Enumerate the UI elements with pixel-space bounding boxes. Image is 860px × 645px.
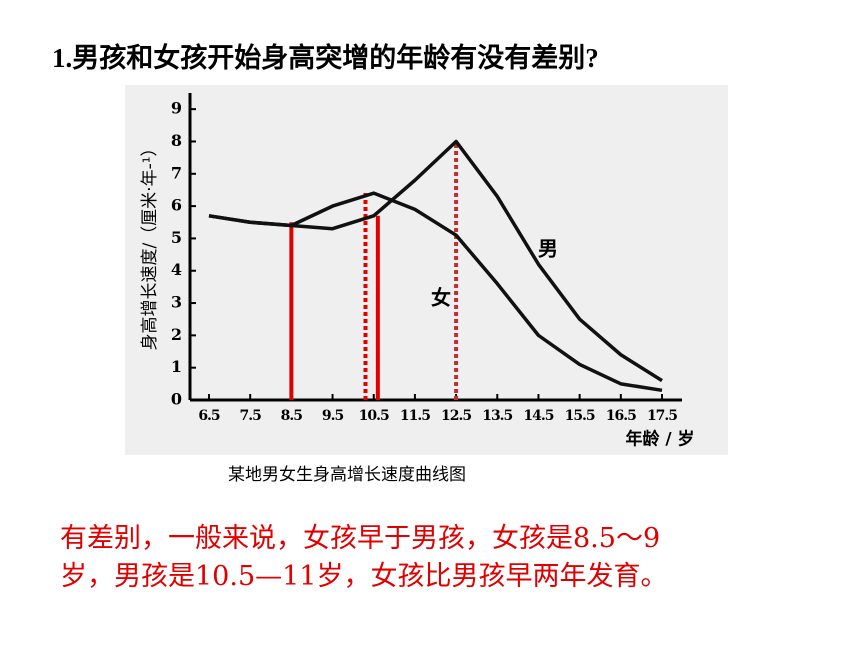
x-tick-label: 14.5: [523, 408, 553, 424]
x-tick-label: 8.5: [281, 408, 303, 424]
chart-background: [125, 85, 728, 455]
x-tick-label: 16.5: [606, 408, 636, 424]
chart-caption: 某地男女生身高增长速度曲线图: [228, 465, 466, 485]
y-tick-label: 8: [171, 131, 182, 150]
y-tick-label: 5: [171, 228, 182, 247]
series-label: 男: [538, 237, 558, 261]
y-tick-label: 7: [171, 163, 182, 182]
x-tick-label: 15.5: [565, 408, 595, 424]
y-tick-label: 0: [171, 390, 182, 409]
answer-line: 有差别，一般来说，女孩早于男孩，女孩是8.5～9: [60, 523, 661, 554]
y-tick-label: 2: [171, 325, 182, 344]
x-tick-label: 12.5: [441, 408, 471, 424]
y-tick-label: 3: [171, 293, 182, 312]
x-tick-label: 17.5: [647, 408, 677, 424]
x-axis-label: 年龄 / 岁: [625, 429, 694, 450]
series-line: [208, 191, 663, 393]
x-tick-label: 10.5: [359, 408, 389, 424]
y-tick-label: 9: [171, 99, 182, 118]
series-label: 女: [431, 286, 451, 310]
y-tick-label: 6: [171, 196, 182, 215]
x-tick-label: 6.5: [198, 408, 220, 424]
answer-text: 有差别，一般来说，女孩早于男孩，女孩是8.5～9 岁，男孩是10.5—11岁，女…: [60, 520, 667, 596]
y-axis-label: 身高增长速度/（厘米·年-¹）: [140, 139, 160, 350]
x-tick-label: 9.5: [322, 408, 344, 424]
x-tick-label: 13.5: [482, 408, 512, 424]
slide-title: 1.男孩和女孩开始身高突增的年龄有没有差别?: [52, 43, 599, 73]
answer-line: 岁，男孩是10.5—11岁，女孩比男孩早两年发育。: [60, 561, 668, 592]
x-tick-label: 7.5: [240, 408, 262, 424]
y-tick-label: 1: [171, 357, 182, 376]
x-tick-label: 11.5: [400, 408, 430, 424]
y-tick-label: 4: [171, 260, 182, 279]
